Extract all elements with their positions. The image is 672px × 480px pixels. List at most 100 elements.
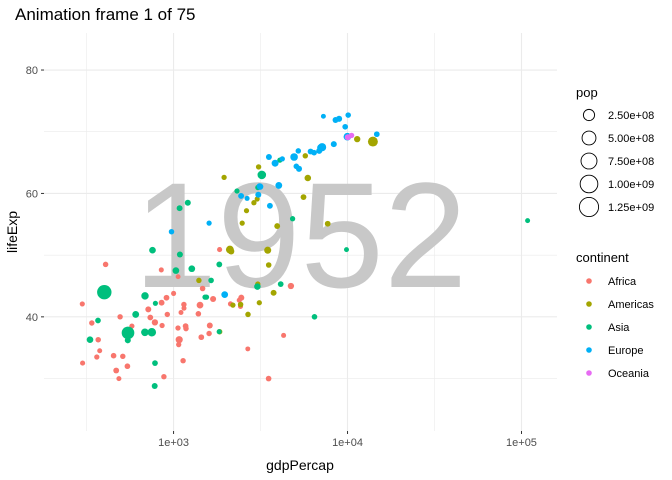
data-point-africa <box>198 334 205 341</box>
data-point-africa <box>178 310 184 315</box>
y-tick-label: 80 <box>26 65 38 77</box>
data-point-europe <box>238 192 245 199</box>
data-point-oceania <box>348 132 355 139</box>
x-axis-title: gdpPercap <box>266 457 334 473</box>
color-legend: continent Africa Americas Asia Europe Oceani… <box>576 250 654 380</box>
data-point-americas <box>302 153 309 159</box>
data-point-africa <box>159 322 165 329</box>
data-point-asia <box>254 283 261 290</box>
data-point-africa <box>175 274 181 280</box>
data-point-europe <box>279 156 285 162</box>
data-point-americas <box>230 302 236 308</box>
y-axis-title: lifeExp <box>4 211 20 253</box>
data-point-africa <box>147 314 154 321</box>
data-point-americas <box>324 220 331 227</box>
data-point-americas <box>251 200 257 206</box>
data-point-africa <box>199 285 206 292</box>
color-legend-label: Americas <box>608 299 654 311</box>
data-point-africa <box>195 311 201 317</box>
data-point-asia <box>152 300 158 306</box>
data-point-europe <box>295 148 302 154</box>
data-point-europe <box>342 123 349 130</box>
data-point-africa <box>171 290 177 296</box>
data-point-africa <box>176 341 182 348</box>
data-point-africa <box>210 295 217 303</box>
data-point-europe <box>318 143 327 152</box>
data-point-asia <box>289 216 296 222</box>
data-point-europe <box>244 195 250 201</box>
data-point-africa <box>95 336 101 343</box>
color-legend-key <box>586 324 592 330</box>
data-point-asia <box>277 281 284 287</box>
data-point-americas <box>245 311 251 318</box>
data-point-africa <box>206 330 212 337</box>
data-point-europe <box>311 149 317 156</box>
size-legend-key <box>581 130 597 146</box>
data-point-africa <box>163 294 170 301</box>
data-point-asia <box>151 383 158 389</box>
data-point-europe <box>345 112 351 118</box>
data-point-americas <box>264 246 272 254</box>
data-point-africa <box>164 311 170 318</box>
data-point-americas <box>239 220 245 226</box>
data-point-asia <box>97 285 112 300</box>
data-point-africa <box>175 325 181 331</box>
data-point-africa <box>158 267 164 273</box>
data-point-americas <box>354 135 361 143</box>
color-legend-label: Europe <box>608 345 643 357</box>
data-point-africa <box>97 348 103 354</box>
data-point-asia <box>141 292 149 300</box>
data-point-asia <box>311 313 318 320</box>
data-point-asia <box>172 267 180 274</box>
data-point-africa <box>110 352 117 359</box>
data-point-asia <box>188 265 196 273</box>
data-point-africa <box>245 346 251 352</box>
data-point-africa <box>124 363 131 370</box>
data-point-americas <box>221 174 227 181</box>
data-point-europe <box>168 228 175 235</box>
data-point-africa <box>116 376 122 382</box>
data-point-asia <box>176 251 183 258</box>
data-point-africa <box>79 301 85 307</box>
size-legend-key <box>582 108 596 122</box>
data-point-africa <box>206 322 213 329</box>
data-point-africa <box>151 319 159 326</box>
data-point-africa <box>175 336 183 344</box>
data-point-europe <box>256 183 264 190</box>
size-legend-label: 2.50e+08 <box>608 110 654 122</box>
data-point-africa <box>120 353 126 360</box>
x-tick-label: 1e+05 <box>506 437 537 449</box>
data-point-asia <box>132 310 140 318</box>
data-point-africa <box>161 374 167 380</box>
size-legend: pop 2.50e+08 5.00e+08 7.50e+08 1.00e+09 1.25… <box>576 85 654 218</box>
color-legend-label: Africa <box>608 276 637 288</box>
color-legend-label: Asia <box>608 322 630 334</box>
size-legend-key <box>579 174 599 194</box>
size-legend-label: 7.50e+08 <box>608 156 654 168</box>
color-legend-key <box>586 370 592 376</box>
data-point-africa <box>94 354 100 360</box>
data-point-americas <box>300 194 307 201</box>
data-point-americas <box>304 174 312 182</box>
data-point-europe <box>330 141 337 148</box>
y-tick-label: 40 <box>26 312 38 324</box>
data-point-africa <box>183 325 189 332</box>
y-tick-label: 60 <box>26 188 38 200</box>
data-point-asia <box>149 246 156 254</box>
data-point-asia <box>216 261 223 268</box>
data-point-africa <box>217 247 223 253</box>
data-point-africa <box>145 306 152 313</box>
size-legend-key <box>578 196 600 218</box>
data-point-africa <box>80 360 86 366</box>
data-point-africa <box>102 261 109 268</box>
data-point-americas <box>367 136 378 147</box>
data-point-europe <box>221 291 229 298</box>
data-point-africa <box>181 301 187 308</box>
data-point-asia <box>525 218 531 224</box>
color-legend-title: continent <box>576 250 629 265</box>
y-axis-ticks: 40 60 80 <box>26 65 44 324</box>
data-point-europe <box>373 131 380 138</box>
size-legend-label: 5.00e+08 <box>608 133 654 145</box>
data-point-europe <box>266 202 273 209</box>
data-point-europe <box>271 159 279 167</box>
